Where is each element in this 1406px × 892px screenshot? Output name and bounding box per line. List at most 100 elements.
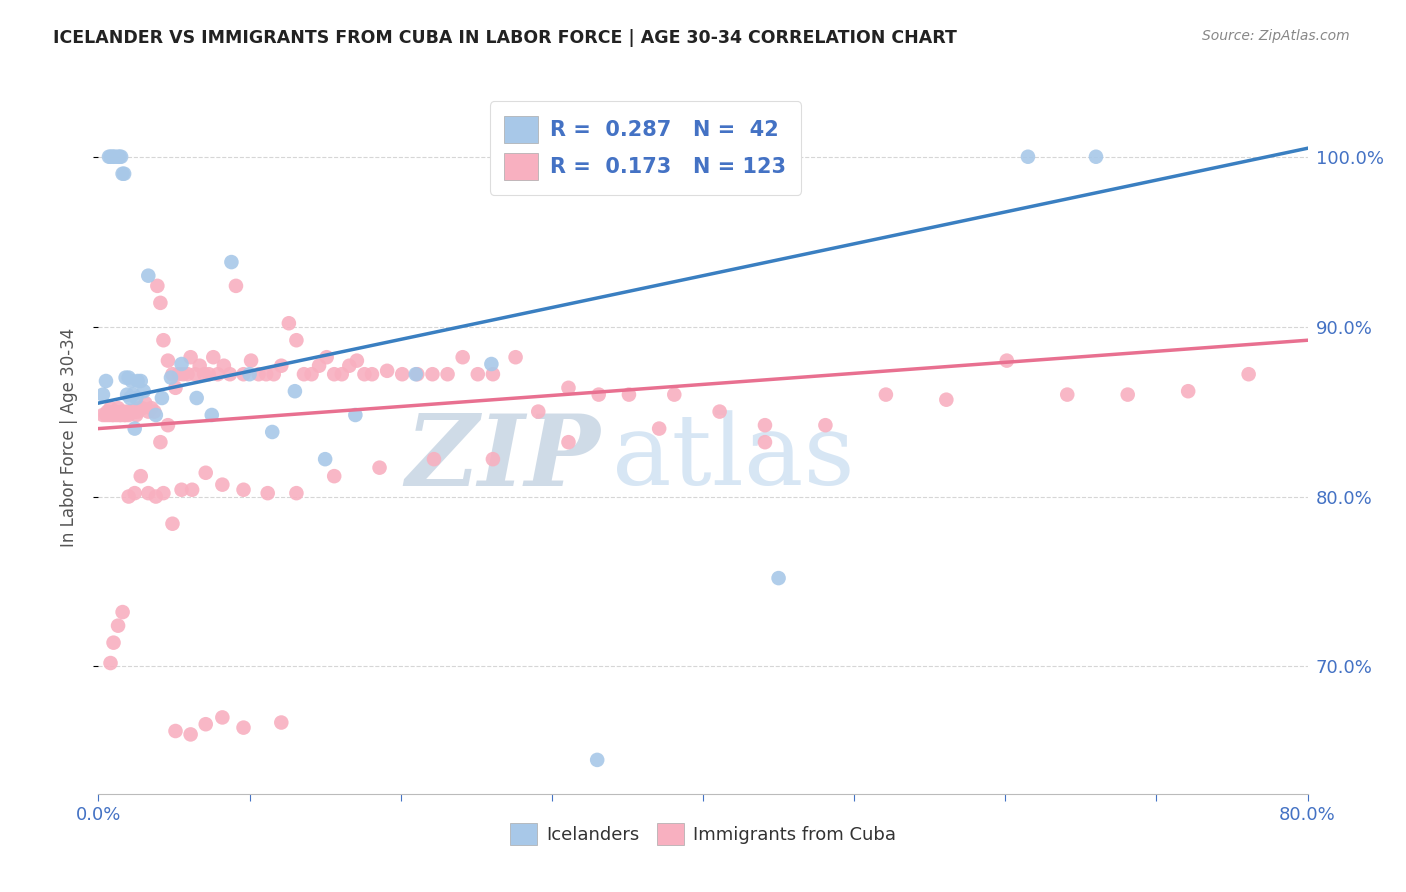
- Point: [131, 401, 153, 416]
- Point: [162, 368, 184, 382]
- Point: [108, 408, 131, 422]
- Text: Source: ZipAtlas.com: Source: ZipAtlas.com: [1202, 29, 1350, 43]
- Point: [337, 359, 360, 373]
- Point: [225, 278, 247, 293]
- Point: [391, 368, 413, 382]
- Point: [152, 486, 174, 500]
- Point: [136, 404, 159, 418]
- Point: [165, 724, 187, 739]
- Point: [145, 408, 167, 422]
- Text: atlas: atlas: [613, 410, 855, 507]
- Point: [170, 357, 193, 371]
- Point: [150, 391, 173, 405]
- Point: [557, 435, 579, 450]
- Point: [118, 490, 141, 504]
- Point: [146, 278, 169, 293]
- Point: [124, 404, 146, 418]
- Point: [122, 404, 145, 418]
- Point: [353, 368, 375, 382]
- Point: [482, 452, 505, 467]
- Point: [160, 370, 183, 384]
- Point: [170, 483, 193, 497]
- Point: [557, 381, 579, 395]
- Point: [262, 425, 284, 439]
- Point: [186, 391, 208, 405]
- Point: [436, 368, 458, 382]
- Point: [207, 368, 229, 382]
- Point: [136, 268, 159, 283]
- Point: [1056, 387, 1078, 401]
- Legend: Icelanders, Immigrants from Cuba: Icelanders, Immigrants from Cuba: [502, 816, 904, 853]
- Point: [111, 605, 134, 619]
- Point: [232, 368, 254, 382]
- Point: [422, 368, 444, 382]
- Point: [263, 368, 285, 382]
- Point: [212, 359, 235, 373]
- Point: [122, 387, 145, 401]
- Point: [211, 477, 233, 491]
- Point: [165, 381, 187, 395]
- Point: [270, 715, 292, 730]
- Point: [112, 167, 135, 181]
- Point: [648, 421, 671, 435]
- Point: [101, 150, 124, 164]
- Point: [108, 150, 131, 164]
- Point: [1085, 150, 1108, 164]
- Point: [247, 368, 270, 382]
- Point: [1237, 368, 1260, 382]
- Point: [94, 374, 117, 388]
- Point: [482, 368, 505, 382]
- Point: [527, 404, 550, 418]
- Point: [664, 387, 686, 401]
- Point: [118, 370, 141, 384]
- Point: [167, 368, 190, 382]
- Point: [754, 418, 776, 433]
- Point: [323, 368, 346, 382]
- Point: [481, 357, 503, 371]
- Point: [277, 316, 299, 330]
- Point: [1116, 387, 1139, 401]
- Point: [129, 374, 152, 388]
- Point: [107, 150, 129, 164]
- Point: [284, 384, 307, 399]
- Point: [124, 421, 146, 435]
- Point: [120, 391, 142, 405]
- Point: [127, 404, 149, 418]
- Point: [184, 368, 207, 382]
- Point: [586, 753, 609, 767]
- Point: [423, 452, 446, 467]
- Point: [149, 435, 172, 450]
- Point: [505, 350, 527, 364]
- Point: [202, 350, 225, 364]
- Point: [145, 490, 167, 504]
- Point: [754, 435, 776, 450]
- Point: [94, 408, 117, 422]
- Point: [211, 710, 233, 724]
- Text: ICELANDER VS IMMIGRANTS FROM CUBA IN LABOR FORCE | AGE 30-34 CORRELATION CHART: ICELANDER VS IMMIGRANTS FROM CUBA IN LAB…: [53, 29, 957, 46]
- Point: [121, 404, 143, 418]
- Point: [232, 483, 254, 497]
- Point: [129, 469, 152, 483]
- Point: [344, 408, 367, 422]
- Point: [768, 571, 790, 585]
- Point: [180, 350, 202, 364]
- Point: [110, 150, 132, 164]
- Point: [107, 401, 129, 416]
- Point: [1177, 384, 1199, 399]
- Point: [125, 408, 148, 422]
- Point: [124, 486, 146, 500]
- Point: [406, 368, 429, 382]
- Point: [104, 150, 127, 164]
- Point: [103, 408, 125, 422]
- Point: [188, 359, 211, 373]
- Point: [105, 408, 128, 422]
- Point: [114, 370, 136, 384]
- Point: [254, 368, 277, 382]
- Point: [814, 418, 837, 433]
- Point: [330, 368, 353, 382]
- Point: [152, 333, 174, 347]
- Point: [115, 387, 138, 401]
- Point: [132, 384, 155, 399]
- Point: [451, 350, 474, 364]
- Point: [91, 408, 114, 422]
